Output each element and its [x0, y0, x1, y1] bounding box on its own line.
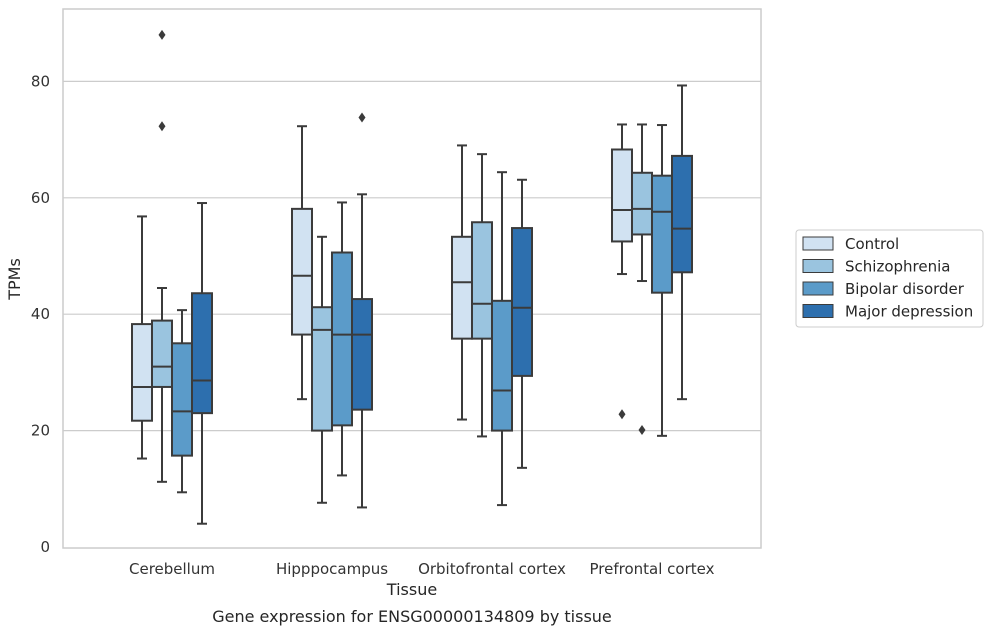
- y-tick-label: 0: [40, 538, 50, 556]
- outlier-point: [358, 112, 366, 123]
- box: [671, 154, 693, 274]
- box-plot: [291, 125, 313, 401]
- legend-swatch: [802, 236, 834, 251]
- x-axis-ticks: Cerebellum Hipppocampus Orbitofrontal cort…: [129, 560, 715, 578]
- y-axis-ticks: 0 20 40 60 80: [31, 72, 50, 556]
- x-tick-label: Hipppocampus: [276, 560, 388, 578]
- box: [511, 227, 533, 377]
- box: [191, 292, 213, 415]
- box-plot: [671, 84, 693, 401]
- outlier-point: [638, 425, 646, 436]
- box: [471, 221, 493, 340]
- legend-swatch: [802, 281, 834, 296]
- box: [331, 251, 353, 427]
- outlier-point: [158, 29, 166, 40]
- box: [311, 306, 333, 432]
- box: [171, 342, 193, 457]
- outlier-point: [618, 409, 626, 420]
- box: [491, 299, 513, 432]
- legend-frame: [795, 229, 984, 328]
- y-tick-label: 40: [31, 305, 50, 323]
- plot-area: [62, 8, 762, 549]
- x-axis-label: Tissue: [386, 580, 437, 599]
- y-tick-label: 80: [31, 72, 50, 90]
- legend-label: Bipolar disorder: [845, 280, 965, 298]
- box-plot: [151, 29, 173, 483]
- legend: Control Schizophrenia Bipolar disorder Majo…: [795, 229, 984, 328]
- box-plot: [331, 201, 353, 477]
- box: [611, 148, 633, 243]
- legend-item: Bipolar disorder: [802, 280, 965, 298]
- legend-label: Major depression: [845, 303, 973, 321]
- legend-item: Control: [802, 235, 899, 253]
- box: [651, 174, 673, 294]
- box-plot: [511, 178, 533, 469]
- x-tick-label: Cerebellum: [129, 560, 215, 578]
- box-plot: [611, 123, 633, 420]
- box: [291, 207, 313, 336]
- box: [151, 319, 173, 388]
- x-tick-label: Orbitofrontal cortex: [418, 560, 566, 578]
- box-plot: [471, 153, 493, 438]
- box-plot: [351, 112, 373, 509]
- y-tick-label: 20: [31, 422, 50, 440]
- box-plots: [131, 29, 693, 525]
- box-plot: [131, 215, 153, 460]
- x-tick-label: Prefrontal cortex: [590, 560, 715, 578]
- legend-item: Schizophrenia: [802, 258, 950, 276]
- box-plot: [631, 123, 653, 436]
- box: [451, 235, 473, 340]
- box: [631, 171, 653, 236]
- box: [351, 298, 373, 411]
- box-plot: [311, 235, 333, 504]
- legend-swatch: [802, 259, 834, 273]
- legend-swatch: [802, 304, 834, 318]
- chart-caption: Gene expression for ENSG00000134809 by t…: [212, 607, 612, 626]
- legend-item: Major depression: [802, 303, 973, 321]
- y-tick-label: 60: [31, 189, 50, 207]
- box-plot: [191, 202, 213, 525]
- legend-label: Schizophrenia: [845, 258, 950, 276]
- y-axis-label: TPMs: [5, 258, 24, 301]
- box: [131, 323, 153, 422]
- legend-label: Control: [845, 235, 899, 253]
- outlier-point: [158, 121, 166, 132]
